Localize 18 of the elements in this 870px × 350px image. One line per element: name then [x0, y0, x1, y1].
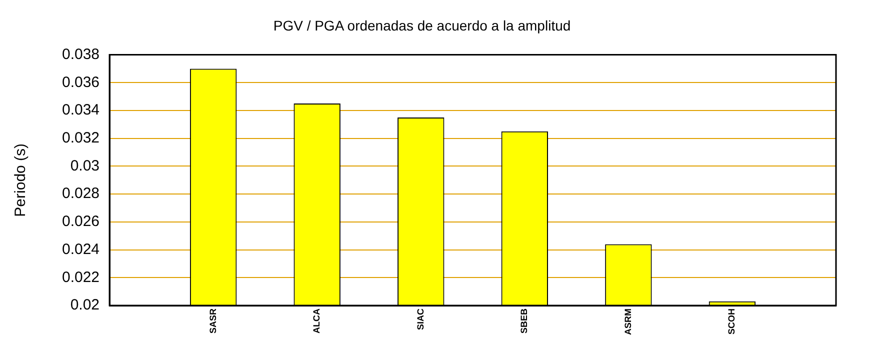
y-tick-label: 0.032	[62, 130, 100, 147]
x-tick-label: SIAC	[415, 308, 426, 330]
chart-title: PGV / PGA ordenadas de acuerdo a la amplitud	[273, 17, 571, 34]
x-tick-label: ALCA	[312, 308, 322, 334]
y-tick-label: 0.022	[62, 268, 100, 286]
y-tick-label: 0.026	[62, 213, 100, 230]
x-tick-label: ASRM	[622, 308, 633, 335]
y-tick-label: 0.024	[62, 240, 100, 258]
y-tick-label: 0.03	[70, 157, 100, 174]
x-tick-label: SCOH	[726, 308, 737, 335]
y-tick-label: 0.038	[62, 46, 100, 63]
y-tick-label: 0.034	[62, 102, 100, 119]
y-axis-title: Periodo (s)	[12, 143, 30, 217]
y-tick-label: 0.036	[62, 74, 100, 91]
x-tick-label: SBEB	[519, 308, 530, 334]
x-tick-label: SASR	[208, 308, 218, 334]
y-tick-label: 0.02	[70, 296, 100, 314]
y-tick-label: 0.028	[62, 185, 100, 202]
